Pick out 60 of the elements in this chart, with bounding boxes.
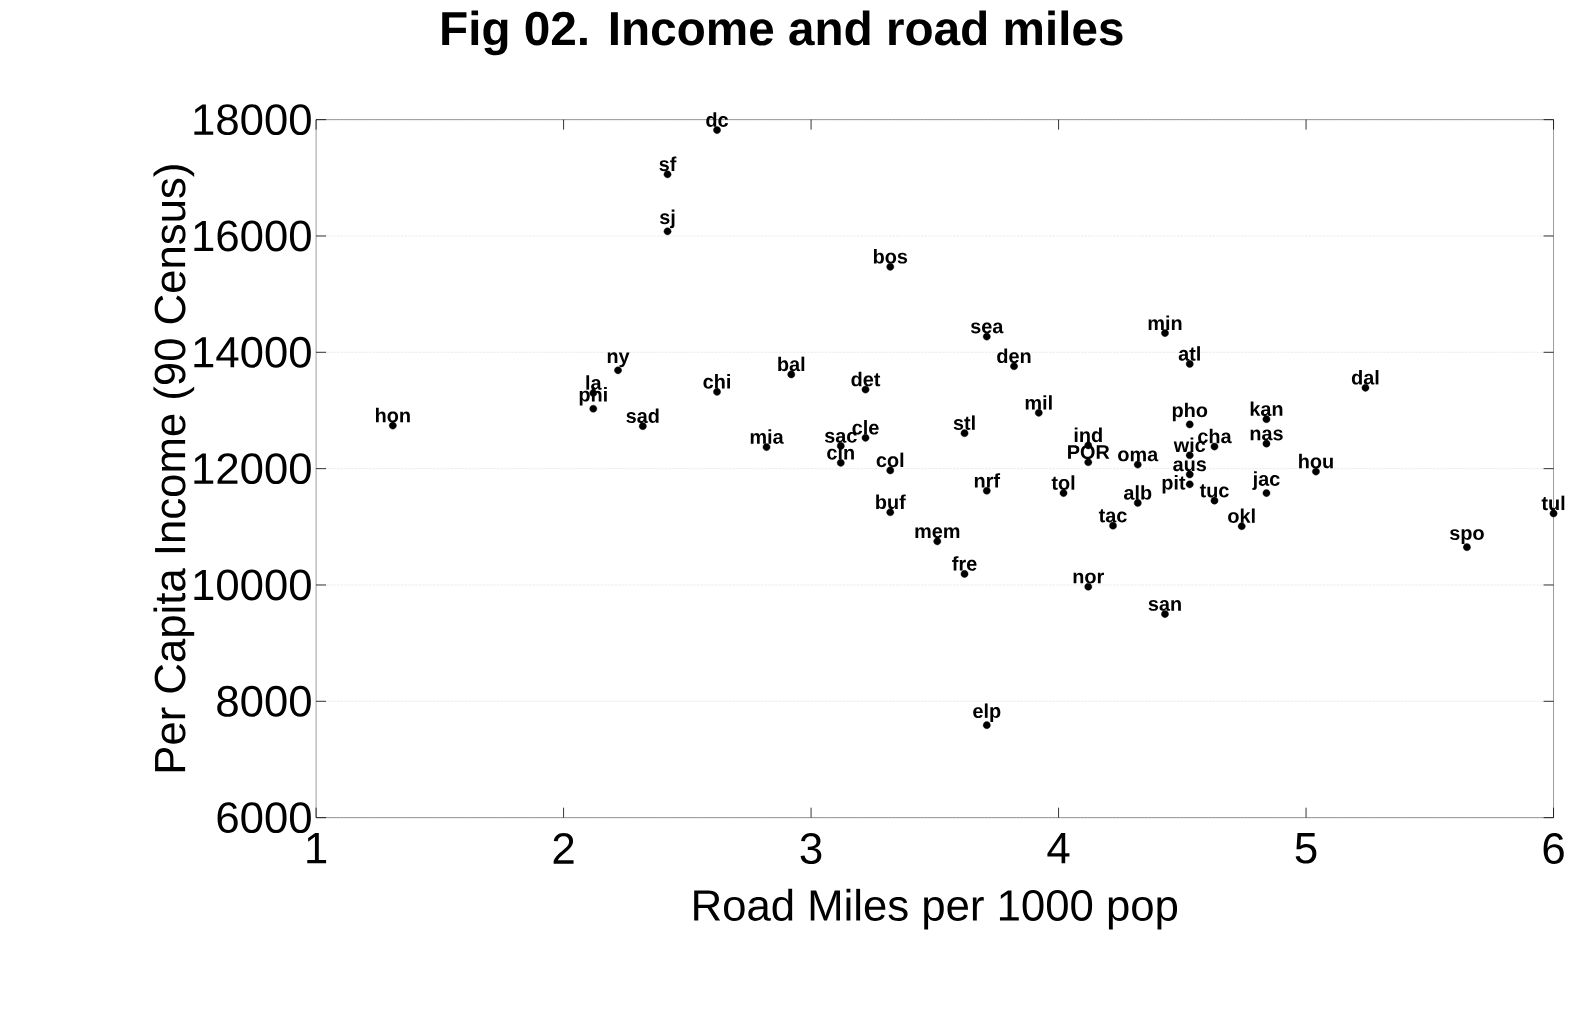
annotation: oma: [1118, 450, 1159, 462]
annotation: min: [1148, 315, 1182, 330]
annotation: atl: [1178, 346, 1200, 361]
annotation: hon: [376, 407, 410, 423]
annotation: dal: [1351, 369, 1379, 385]
annotation: den: [997, 348, 1031, 364]
annotation: mem: [915, 527, 960, 539]
annotation: nor: [1073, 572, 1104, 584]
x-tick-label: 4: [1047, 833, 1070, 864]
annotation: det: [851, 371, 881, 387]
annotation: spo: [1449, 529, 1484, 544]
y-axis-title: Per Capita Income (90 Census): [153, 165, 195, 772]
annotation: tul: [1541, 495, 1565, 511]
annotation: jac: [1252, 471, 1280, 490]
annotation: tol: [1051, 475, 1075, 490]
annotation: san: [1148, 599, 1181, 611]
y-tick-label: 6000: [217, 802, 311, 834]
annotation: fre: [952, 556, 977, 571]
annotation: pit: [1162, 475, 1186, 494]
x-tick-label: 2: [553, 833, 574, 864]
annotation: mil: [1025, 395, 1052, 410]
annotation: col: [876, 452, 904, 468]
y-tick-label: 18000: [194, 104, 311, 136]
annotation: stl: [953, 415, 975, 430]
annotation: buf: [876, 494, 906, 510]
annotation: nrf: [974, 473, 1001, 488]
x-tick-label: 3: [800, 833, 822, 865]
annotation: POR: [1068, 444, 1110, 460]
annotation: tac: [1098, 509, 1127, 523]
x-tick-label: 5: [1295, 833, 1317, 864]
x-tick-label: 1: [307, 833, 327, 864]
y-tick-label: 14000: [194, 336, 311, 368]
annotation: sf: [659, 156, 677, 172]
annotation: tuc: [1199, 484, 1229, 498]
annotation: cin: [827, 445, 854, 460]
annotation: mia: [750, 429, 784, 444]
annotation: sad: [626, 408, 659, 423]
annotation: chi: [703, 374, 730, 389]
annotation: ny: [607, 352, 630, 368]
y-tick-label: 10000: [194, 569, 311, 601]
annotation: pho: [1172, 402, 1208, 422]
annotation: sea: [970, 322, 1004, 334]
chart-title: Fig 02. Income and road miles: [442, 10, 1123, 56]
annotation: elp: [973, 703, 1001, 722]
x-axis-title: Road Miles per 1000 pop: [694, 888, 1178, 930]
y-tick-label: 16000: [194, 220, 311, 252]
annotation: ind: [1074, 427, 1102, 443]
y-tick-label: 8000: [217, 685, 311, 717]
annotation: aus: [1173, 460, 1207, 472]
annotation: dc: [706, 112, 729, 127]
annotation: kan: [1250, 401, 1283, 416]
annotation: alb: [1123, 485, 1152, 500]
annotation: nas: [1250, 429, 1283, 441]
x-tick-label: 6: [1543, 833, 1564, 865]
annotation: bal: [778, 356, 805, 372]
annotation: hou: [1299, 453, 1333, 469]
y-tick-label: 12000: [194, 453, 311, 485]
annotation: sj: [659, 209, 675, 229]
annotation: okl: [1228, 508, 1255, 523]
annotation: bos: [873, 249, 908, 264]
